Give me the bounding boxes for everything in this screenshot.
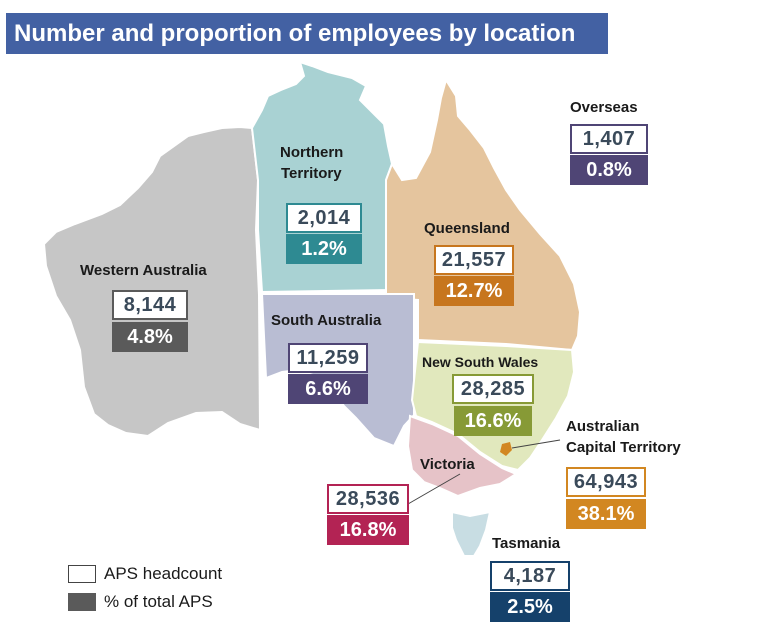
percent-overseas: 0.8% [570, 155, 648, 185]
headcount-victoria: 28,536 [327, 484, 409, 514]
headcount-act: 64,943 [566, 467, 646, 497]
percent-northern-territory: 1.2% [286, 234, 362, 264]
percent-queensland: 12.7% [434, 276, 514, 306]
map-title: Number and proportion of employees by lo… [6, 13, 608, 54]
percent-new-south-wales: 16.6% [454, 406, 532, 436]
legend-white-swatch [68, 565, 96, 583]
headcount-tasmania: 4,187 [490, 561, 570, 591]
legend-grey-swatch [68, 593, 96, 611]
label-act-line1: Australian [566, 418, 640, 435]
percent-western-australia: 4.8% [112, 322, 188, 352]
label-northern-territory-line1: Northern [280, 144, 344, 161]
percent-south-australia: 6.6% [288, 374, 368, 404]
label-western-australia: Western Australia [80, 262, 207, 279]
label-tasmania: Tasmania [492, 535, 561, 552]
label-south-australia: South Australia [271, 312, 382, 329]
region-shape-tasmania [451, 510, 492, 557]
region-shape-western-australia [42, 125, 262, 438]
percent-tasmania: 2.5% [490, 592, 570, 622]
label-act-line2: Capital Territory [566, 439, 681, 456]
label-new-south-wales: New South Wales [422, 354, 539, 370]
region-shape-queensland [385, 77, 582, 352]
legend-headcount-label: APS headcount [104, 564, 223, 583]
legend-percent-label: % of total APS [104, 592, 213, 611]
percent-act: 38.1% [566, 499, 646, 529]
act-leader-line [511, 439, 561, 449]
legend-headcount: APS headcount [68, 564, 222, 584]
headcount-south-australia: 11,259 [288, 343, 368, 373]
victoria-leader-line [407, 473, 461, 505]
percent-victoria: 16.8% [327, 515, 409, 545]
headcount-overseas: 1,407 [570, 124, 648, 154]
legend-percent: % of total APS [68, 592, 213, 612]
headcount-western-australia: 8,144 [112, 290, 188, 320]
label-northern-territory-line2: Territory [281, 165, 342, 182]
region-shape-act [500, 442, 512, 456]
headcount-new-south-wales: 28,285 [452, 374, 534, 404]
region-shape-victoria [406, 414, 519, 498]
headcount-queensland: 21,557 [434, 245, 514, 275]
label-overseas: Overseas [570, 99, 638, 116]
headcount-northern-territory: 2,014 [286, 203, 362, 233]
label-queensland: Queensland [424, 220, 510, 237]
label-victoria: Victoria [420, 456, 475, 473]
